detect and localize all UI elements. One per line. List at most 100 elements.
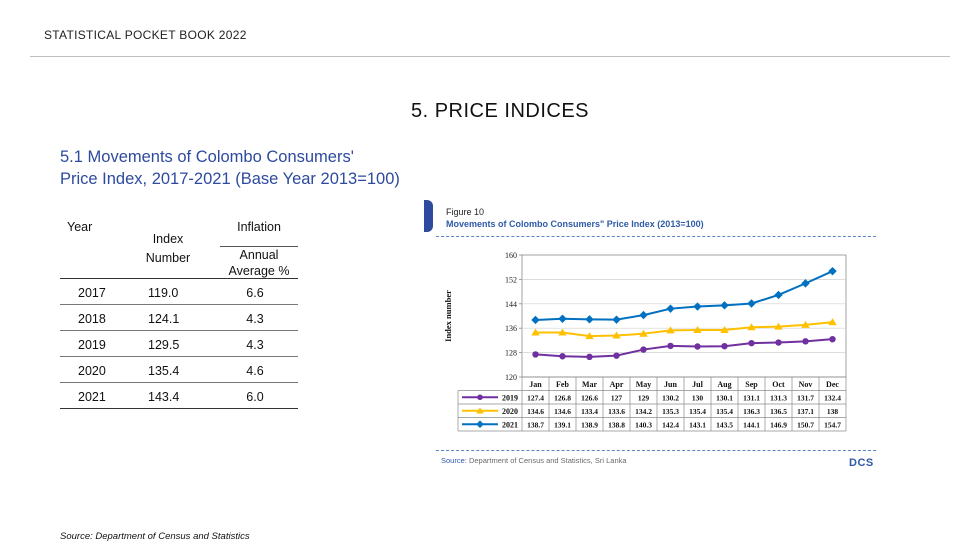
- data-label-2020: 135.4: [716, 407, 733, 416]
- data-label-2021: 138.9: [581, 421, 598, 430]
- data-label-2019: 127.4: [527, 394, 544, 403]
- data-point-2020: [666, 326, 675, 334]
- data-point-2021: [558, 314, 567, 323]
- data-label-2019: 130.2: [662, 394, 679, 403]
- cell-index: 124.1: [148, 312, 180, 326]
- data-point-2020: [720, 326, 729, 334]
- y-tick-label: 136: [505, 324, 517, 333]
- data-label-2019: 127: [611, 394, 623, 403]
- table-row: 2020 135.4 4.6: [60, 357, 298, 383]
- cell-inflation: 4.3: [246, 312, 264, 326]
- legend-marker-2020: [476, 407, 484, 414]
- cell-index: 143.4: [148, 390, 180, 404]
- col-header-index: Index Number: [145, 232, 191, 265]
- data-point-2021: [693, 302, 702, 311]
- data-label-2019: 126.8: [554, 394, 571, 403]
- data-point-2019: [829, 335, 836, 343]
- data-point-2021: [666, 304, 675, 313]
- x-tick-label: Sep: [745, 380, 758, 389]
- data-label-2020: 134.6: [554, 407, 571, 416]
- table-row: 2017 119.0 6.6: [60, 279, 298, 305]
- data-label-2021: 150.7: [797, 421, 814, 430]
- data-point-2019: [802, 338, 809, 345]
- figure-tab-marker: [424, 200, 433, 232]
- data-label-2020: 135.3: [662, 407, 679, 416]
- data-label-2019: 130.1: [716, 394, 733, 403]
- table-row: 2021 143.4 6.0: [60, 383, 298, 409]
- table-source: Source: Department of Census and Statist…: [60, 531, 250, 542]
- cell-index: 135.4: [148, 364, 180, 378]
- figure-source: Source: Department of Census and Statist…: [441, 456, 627, 465]
- data-label-2021: 138.7: [527, 421, 544, 430]
- data-label-2019: 131.1: [743, 394, 760, 403]
- data-point-2020: [747, 323, 756, 331]
- x-tick-label: Nov: [799, 380, 813, 389]
- cell-year: 2020: [78, 364, 106, 378]
- data-label-2020: 134.6: [527, 407, 544, 416]
- x-tick-label: Aug: [717, 380, 731, 389]
- x-tick-label: Apr: [610, 380, 624, 389]
- data-point-2019: [559, 353, 566, 360]
- data-point-2021: [720, 301, 729, 310]
- table-body: 2017 119.0 6.6 2018 124.1 4.3 2019 129.5…: [60, 278, 298, 409]
- table-row: 2018 124.1 4.3: [60, 305, 298, 331]
- data-point-2019: [667, 342, 674, 350]
- y-tick-label: 160: [505, 251, 517, 260]
- cell-year: 2021: [78, 390, 106, 404]
- data-label-2021: 146.9: [770, 421, 787, 430]
- data-label-2020: 134.2: [635, 407, 652, 416]
- data-label-2020: 136.3: [743, 407, 760, 416]
- figure-top-divider: [436, 236, 876, 237]
- x-tick-label: Feb: [556, 380, 569, 389]
- y-axis-label: Index number: [443, 290, 453, 342]
- data-point-2020: [558, 328, 567, 336]
- section-title-line1: 5.1 Movements of Colombo Consumers': [60, 148, 354, 166]
- section-title: 5.1 Movements of Colombo Consumers' Pric…: [60, 146, 400, 190]
- x-tick-label: Mar: [582, 380, 598, 389]
- data-point-2021: [801, 279, 810, 288]
- data-point-2019: [640, 346, 647, 353]
- legend-marker-2021: [476, 420, 484, 429]
- data-label-2021: 154.7: [824, 421, 841, 430]
- data-label-2021: 143.5: [716, 421, 733, 430]
- series-line-2019: [535, 338, 833, 358]
- cpi-line-chart: 120 128 136 144 152 160 Index number Jan Feb Mar A…: [443, 251, 847, 432]
- legend-label-2020: 2020: [502, 407, 518, 416]
- header-divider: [30, 56, 950, 57]
- data-label-2020: 138: [827, 407, 839, 416]
- data-point-2021: [828, 266, 837, 276]
- chapter-title: 5. PRICE INDICES: [410, 100, 590, 122]
- data-point-2021: [774, 290, 783, 300]
- series-line-2021: [535, 270, 833, 321]
- figure-title: Movements of Colombo Consumers" Price In…: [446, 219, 704, 229]
- data-label-2021: 138.8: [608, 421, 625, 430]
- data-point-2019: [721, 342, 728, 350]
- cell-year: 2018: [78, 312, 106, 326]
- cell-index: 119.0: [148, 286, 179, 300]
- col-header-inflation: Inflation: [237, 220, 281, 234]
- x-tick-label: May: [636, 380, 652, 389]
- cell-year: 2019: [78, 338, 106, 352]
- cell-inflation: 6.0: [246, 390, 264, 404]
- figure-label: Figure 10: [446, 207, 485, 217]
- data-label-2021: 139.1: [554, 421, 571, 430]
- data-point-2021: [612, 315, 621, 324]
- data-point-2019: [532, 351, 539, 358]
- data-label-2020: 133.6: [608, 407, 625, 416]
- x-tick-label: Jan: [529, 380, 542, 389]
- data-point-2019: [613, 352, 620, 359]
- table-row: 2019 129.5 4.3: [60, 331, 298, 357]
- data-label-2020: 135.4: [689, 407, 706, 416]
- x-tick-label: Jul: [692, 380, 703, 389]
- data-label-2019: 131.3: [770, 394, 787, 403]
- data-point-2019: [586, 353, 593, 361]
- legend-label-2019: 2019: [502, 394, 518, 403]
- data-label-2020: 137.1: [797, 407, 814, 416]
- y-tick-label: 152: [505, 275, 517, 284]
- cell-index: 129.5: [148, 338, 180, 352]
- data-point-2019: [694, 343, 701, 350]
- dcs-logo: DCS: [849, 457, 874, 469]
- header-title: STATISTICAL POCKET BOOK 2022: [44, 28, 247, 42]
- data-point-2021: [531, 315, 540, 325]
- y-tick-label: 144: [505, 300, 517, 309]
